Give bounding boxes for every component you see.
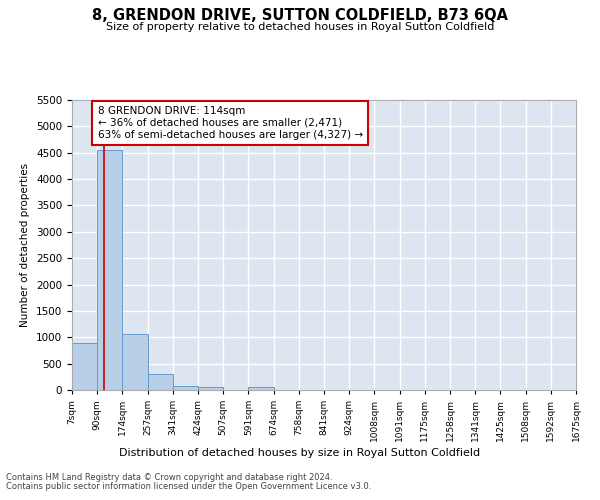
- Bar: [97, 150, 122, 390]
- Y-axis label: Number of detached properties: Number of detached properties: [20, 163, 31, 327]
- Text: Contains public sector information licensed under the Open Government Licence v3: Contains public sector information licen…: [6, 482, 371, 491]
- Bar: [72, 342, 97, 390]
- Text: 8, GRENDON DRIVE, SUTTON COLDFIELD, B73 6QA: 8, GRENDON DRIVE, SUTTON COLDFIELD, B73 …: [92, 8, 508, 22]
- Bar: [248, 387, 274, 390]
- Text: Distribution of detached houses by size in Royal Sutton Coldfield: Distribution of detached houses by size …: [119, 448, 481, 458]
- Text: Contains HM Land Registry data © Crown copyright and database right 2024.: Contains HM Land Registry data © Crown c…: [6, 474, 332, 482]
- Bar: [148, 374, 173, 390]
- Bar: [122, 334, 148, 390]
- Text: Size of property relative to detached houses in Royal Sutton Coldfield: Size of property relative to detached ho…: [106, 22, 494, 32]
- Text: 8 GRENDON DRIVE: 114sqm
← 36% of detached houses are smaller (2,471)
63% of semi: 8 GRENDON DRIVE: 114sqm ← 36% of detache…: [98, 106, 363, 140]
- Bar: [173, 386, 198, 390]
- Bar: [198, 387, 223, 390]
